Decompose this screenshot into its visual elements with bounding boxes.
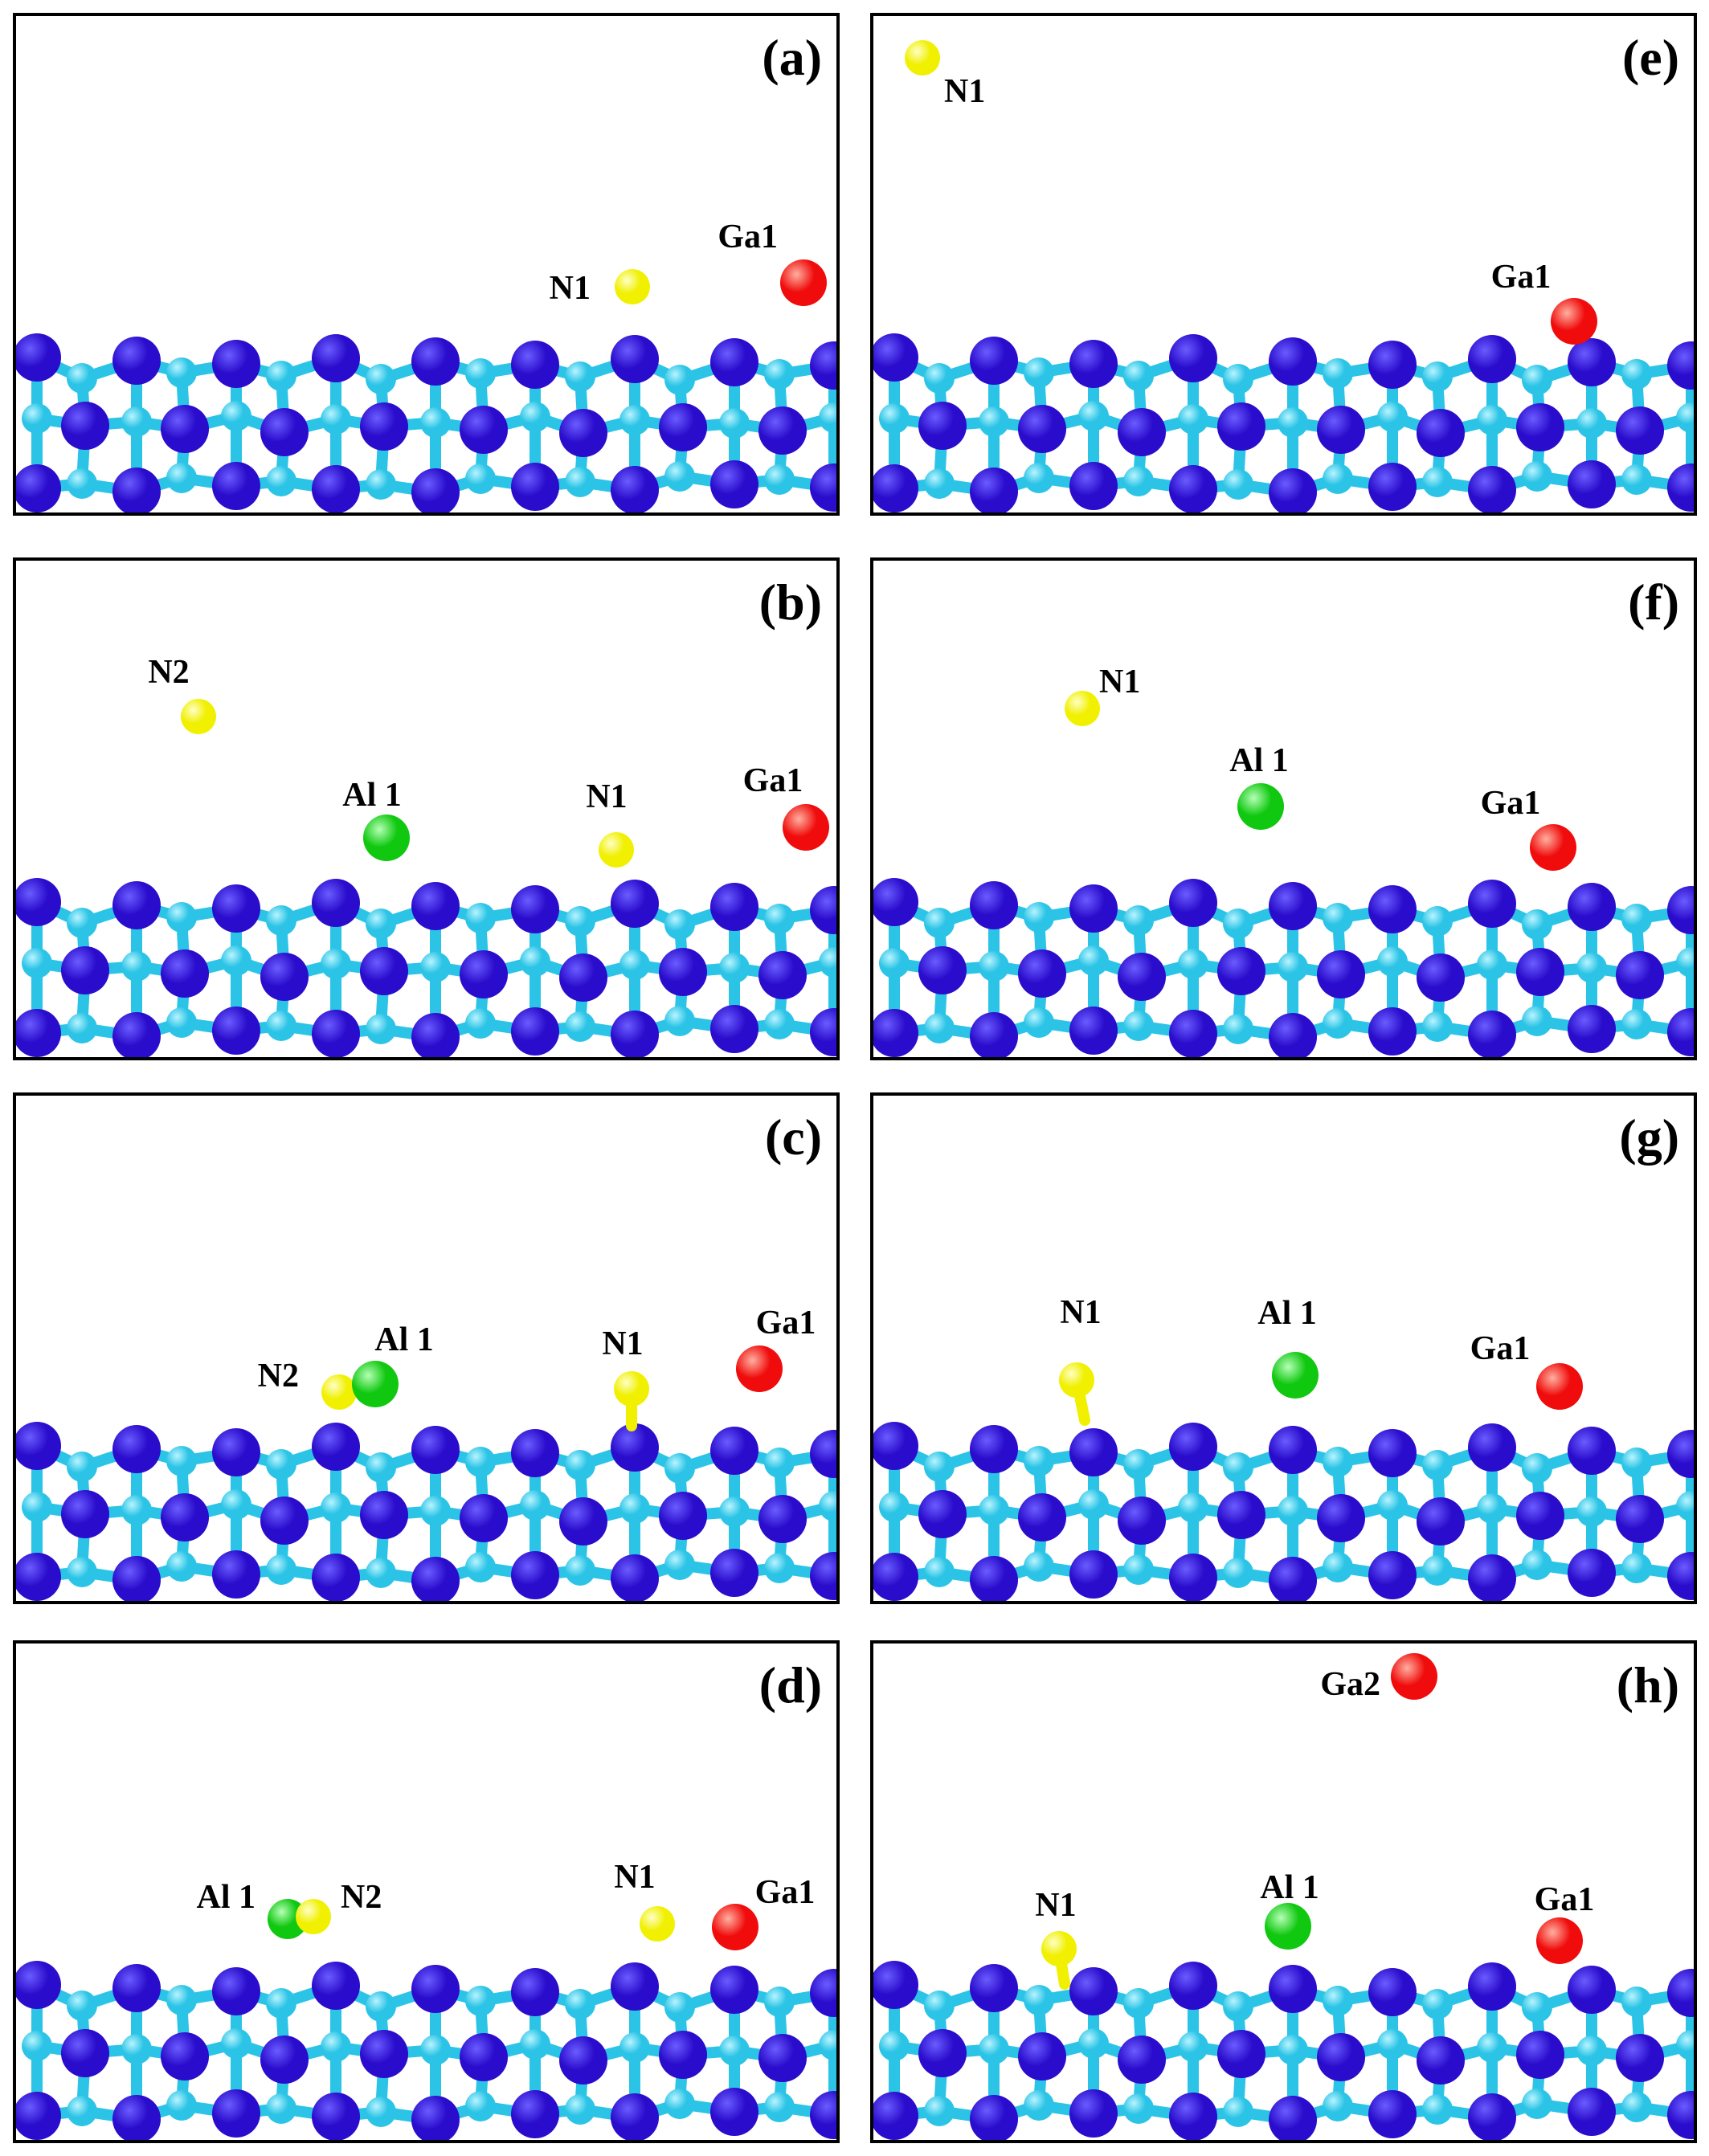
adatom-n [1059, 1362, 1094, 1398]
adatom-n [599, 832, 634, 868]
slab-e [872, 14, 1695, 514]
panel-e: N1 Ga1 (e) [870, 13, 1697, 516]
atom-label: Ga1 [756, 1305, 816, 1341]
adatom-n [614, 1371, 649, 1407]
atom-label: Al 1 [1257, 1295, 1317, 1332]
atom-label: Ga1 [743, 762, 803, 799]
slab-d [14, 1642, 838, 2142]
panel-frame [870, 13, 1697, 516]
panel-h: Ga2 N1 Al 1 Ga1 (h) [870, 1640, 1697, 2143]
adatom-ga [1551, 298, 1597, 345]
panel-b: N2 Al 1 N1 Ga1 (b) [13, 557, 840, 1060]
atom-label: Al 1 [374, 1321, 434, 1358]
adatom-ga [1536, 1363, 1583, 1410]
slab-g [872, 1094, 1695, 1603]
atom-label: Al 1 [1229, 742, 1289, 779]
panel-a: N1 Ga1 (a) [13, 13, 840, 516]
slab-f [872, 559, 1695, 1059]
adatom-al [363, 815, 410, 861]
atom-label: N1 [1099, 664, 1140, 700]
adatom-al [1237, 783, 1284, 830]
panel-frame [870, 557, 1697, 1060]
atom-label: Ga2 [1320, 1666, 1380, 1703]
slab-h [872, 1642, 1695, 2142]
adatom-ga [736, 1345, 783, 1392]
atom-label: Ga1 [718, 218, 778, 255]
atom-label: N1 [614, 1859, 655, 1896]
atom-label: Al 1 [197, 1879, 256, 1916]
slab-c [14, 1094, 838, 1603]
adatom-al [1272, 1352, 1319, 1399]
adatom-ga [780, 259, 827, 306]
panel-frame [13, 557, 840, 1060]
panel-label: (a) [762, 29, 822, 86]
panel-g: N1 Al 1 Ga1 (g) [870, 1092, 1697, 1604]
atom-label: N1 [586, 778, 627, 815]
panel-frame [870, 1640, 1697, 2143]
atom-label: N2 [148, 654, 189, 691]
panel-frame [13, 1640, 840, 2143]
atom-label: Ga1 [1491, 259, 1552, 296]
panel-label: (d) [759, 1656, 822, 1713]
atom-label: N2 [258, 1358, 299, 1394]
adatom-al [1265, 1903, 1311, 1950]
adatom-n [296, 1899, 331, 1934]
adatom-ga [1536, 1917, 1583, 1964]
panel-frame [13, 13, 840, 516]
adatom-n [640, 1906, 675, 1942]
atom-label: N2 [341, 1879, 382, 1916]
panel-frame [13, 1092, 840, 1604]
panel-d: Al 1 N2 N1 Ga1 (d) [13, 1640, 840, 2143]
atom-label: Al 1 [342, 777, 402, 814]
panel-label: (e) [1622, 29, 1679, 86]
panel-label: (b) [759, 574, 822, 631]
adatom-n [1065, 691, 1100, 726]
adatom-n [615, 269, 650, 304]
slab-b [14, 559, 838, 1059]
panel-f: N1 Al 1 Ga1 (f) [870, 557, 1697, 1060]
panel-label: (f) [1628, 574, 1679, 631]
atom-label: N1 [944, 73, 985, 110]
atom-label: N1 [1035, 1887, 1076, 1924]
atom-label: N1 [602, 1325, 643, 1362]
atom-label: Ga1 [1481, 785, 1541, 822]
atom-label: Al 1 [1260, 1869, 1319, 1906]
slab-a [14, 14, 838, 514]
atom-label: N1 [1060, 1294, 1101, 1331]
adatom-ga [783, 804, 829, 851]
panel-label: (g) [1619, 1109, 1679, 1166]
panel-c: N2 Al 1 N1 Ga1 (c) [13, 1092, 840, 1604]
atom-label: N1 [550, 270, 591, 307]
adatom-ga [1391, 1653, 1437, 1700]
adatom-n [1041, 1931, 1077, 1966]
atom-label: Ga1 [1535, 1881, 1595, 1918]
adatom-ga [1530, 824, 1576, 871]
adatom-n [321, 1374, 357, 1410]
adatom-n [905, 40, 940, 76]
panel-frame [870, 1092, 1697, 1604]
panel-label: (c) [765, 1109, 822, 1166]
atom-label: Ga1 [755, 1874, 816, 1911]
adatom-n [181, 699, 216, 734]
adatom-al [352, 1361, 399, 1407]
panel-label: (h) [1617, 1656, 1679, 1713]
atom-label: Ga1 [1470, 1330, 1531, 1367]
adatom-ga [712, 1904, 758, 1950]
